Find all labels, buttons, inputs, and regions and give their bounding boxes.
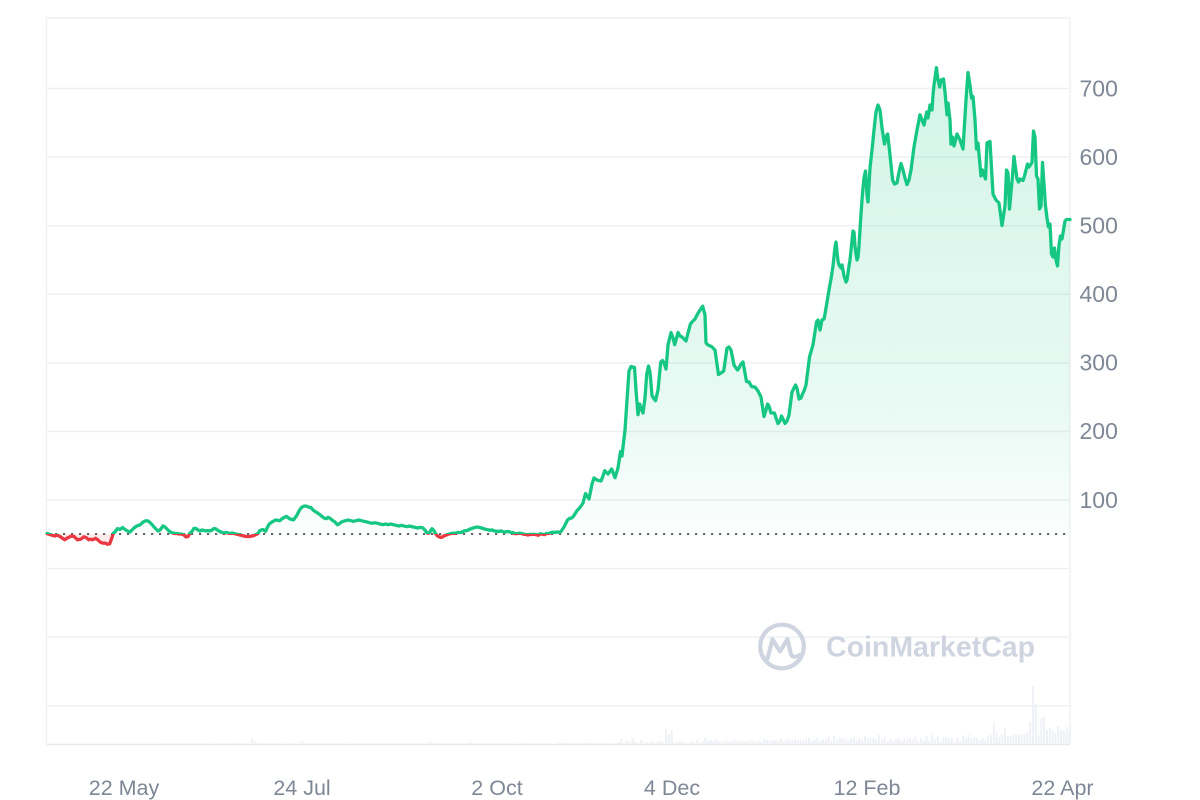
svg-text:400: 400 <box>1080 281 1118 307</box>
svg-text:24 Jul: 24 Jul <box>273 776 330 800</box>
svg-text:22 May: 22 May <box>89 776 160 800</box>
svg-text:CoinMarketCap: CoinMarketCap <box>826 632 1035 664</box>
svg-text:4 Dec: 4 Dec <box>644 776 700 800</box>
svg-text:200: 200 <box>1080 418 1118 444</box>
svg-text:12 Feb: 12 Feb <box>834 776 901 800</box>
svg-text:22 Apr: 22 Apr <box>1031 776 1093 800</box>
svg-text:700: 700 <box>1080 75 1118 101</box>
svg-text:100: 100 <box>1080 487 1118 513</box>
svg-text:2 Oct: 2 Oct <box>471 776 522 800</box>
svg-text:500: 500 <box>1080 213 1118 239</box>
svg-text:300: 300 <box>1080 350 1118 376</box>
svg-text:600: 600 <box>1080 144 1118 170</box>
